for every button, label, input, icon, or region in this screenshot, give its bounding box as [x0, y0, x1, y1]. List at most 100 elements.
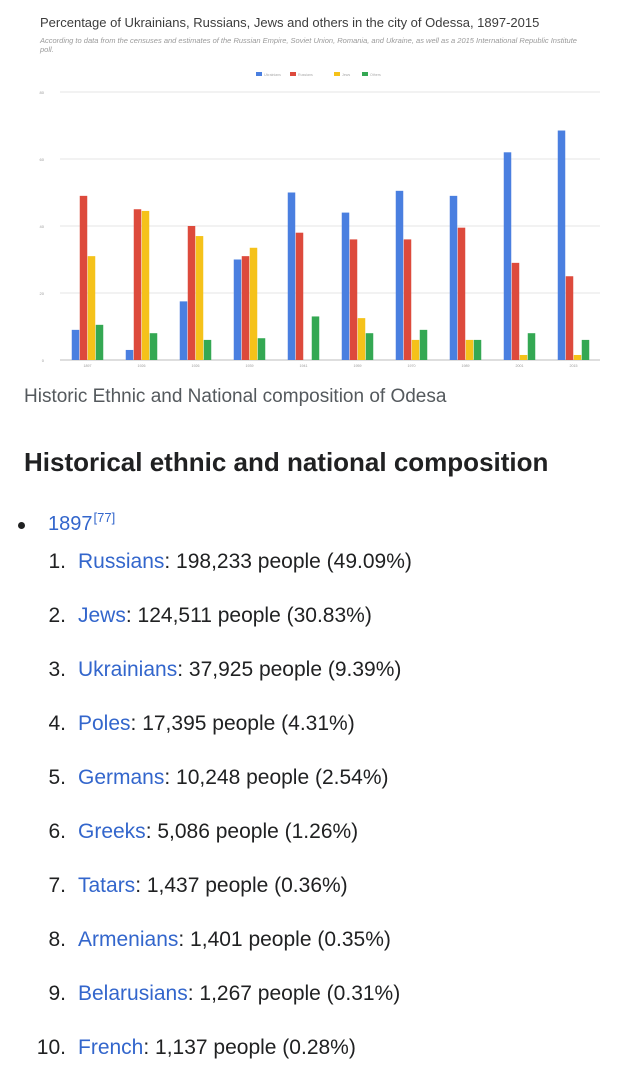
- bullet-dot-icon: [18, 522, 25, 529]
- bar: [87, 256, 96, 360]
- ethnic-group-link[interactable]: Tatars: [78, 874, 136, 897]
- ethnic-group-link[interactable]: Germans: [78, 766, 165, 789]
- bar: [457, 227, 466, 360]
- ethnic-group-link[interactable]: French: [78, 1036, 144, 1059]
- bar: [203, 339, 212, 360]
- population-detail: : 1,267 people (0.31%): [187, 982, 401, 1005]
- chart-figure[interactable]: Percentage of Ukrainians, Russians, Jews…: [0, 0, 640, 378]
- list-item-number: 8.: [48, 928, 66, 951]
- bar: [403, 239, 412, 360]
- ethnic-group-link[interactable]: Jews: [78, 604, 126, 627]
- bar: [195, 236, 204, 360]
- bar: [141, 210, 150, 360]
- bar: [187, 226, 196, 360]
- composition-list: 1. Russians: 198,233 people (49.09%) 2. Jew…: [0, 540, 640, 1080]
- bar-chart: 0 20 40 60 80 Ukrainians Russians Jews Others 189…: [40, 72, 600, 368]
- bar: [95, 324, 104, 360]
- list-item-number: 3.: [48, 658, 66, 681]
- list-item-number: 9.: [48, 982, 66, 1005]
- legend-label: Jews: [342, 73, 350, 77]
- ethnic-group-link[interactable]: Poles: [78, 712, 131, 735]
- y-tick-label: 0: [42, 358, 45, 363]
- section-heading: Historical ethnic and national compositi…: [24, 447, 549, 477]
- x-tick-label: 1989: [462, 364, 470, 368]
- list-item: 10. French: 1,137 people (0.28%): [0, 1026, 640, 1080]
- list-item-number: 4.: [48, 712, 66, 735]
- list-item: 1. Russians: 198,233 people (49.09%): [0, 540, 640, 594]
- bar: [357, 318, 366, 360]
- ethnic-group-link[interactable]: Russians: [78, 550, 165, 573]
- y-tick-label: 60: [40, 157, 45, 162]
- bar: [565, 276, 574, 360]
- bar: [125, 349, 134, 360]
- bar: [519, 354, 528, 360]
- year-link-text[interactable]: 1897: [48, 513, 93, 535]
- x-tick-label: 1926: [192, 364, 200, 368]
- bar: [311, 316, 320, 360]
- bar: [511, 262, 520, 360]
- legend-swatch: [362, 72, 368, 76]
- legend-label: Others: [370, 73, 381, 77]
- bar: [473, 339, 482, 360]
- population-detail: : 198,233 people (49.09%): [164, 550, 412, 573]
- y-tick-label: 40: [40, 224, 45, 229]
- bar: [79, 195, 88, 360]
- list-item-number: 10.: [36, 1036, 66, 1059]
- bar: [149, 333, 158, 360]
- population-detail: : 17,395 people (4.31%): [130, 712, 355, 735]
- x-tick-label: 1941: [300, 364, 308, 368]
- population-detail: : 5,086 people (1.26%): [145, 820, 359, 843]
- list-item: 7. Tatars: 1,437 people (0.36%): [0, 864, 640, 918]
- legend-swatch: [334, 72, 340, 76]
- bar: [465, 339, 474, 360]
- population-detail: : 124,511 people (30.83%): [125, 604, 372, 627]
- legend-swatch: [290, 72, 296, 76]
- chart-subtitle: According to data from the censuses and …: [40, 36, 577, 54]
- list-item: 4. Poles: 17,395 people (4.31%): [0, 702, 640, 756]
- bar: [449, 195, 458, 360]
- ethnic-group-link[interactable]: Belarusians: [78, 982, 188, 1005]
- list-item: 3. Ukrainians: 37,925 people (9.39%): [0, 648, 640, 702]
- bar: [365, 333, 374, 360]
- bar: [249, 247, 258, 360]
- bar: [419, 329, 428, 360]
- list-item: 5. Germans: 10,248 people (2.54%): [0, 756, 640, 810]
- list-item-number: 5.: [48, 766, 66, 789]
- list-item: 6. Greeks: 5,086 people (1.26%): [0, 810, 640, 864]
- bar: [179, 301, 188, 360]
- bar: [287, 192, 296, 360]
- x-tick-label: 1926: [138, 364, 146, 368]
- x-tick-label: 1970: [408, 364, 416, 368]
- bar: [71, 329, 80, 360]
- bar: [349, 239, 358, 360]
- bar: [341, 212, 350, 360]
- population-detail: : 10,248 people (2.54%): [164, 766, 389, 789]
- list-item: 8. Armenians: 1,401 people (0.35%): [0, 918, 640, 972]
- population-detail: : 1,437 people (0.36%): [135, 874, 348, 897]
- ethnic-group-link[interactable]: Armenians: [78, 928, 179, 951]
- list-item: 9. Belarusians: 1,267 people (0.31%): [0, 972, 640, 1026]
- figure-caption: Historic Ethnic and National composition…: [24, 386, 447, 407]
- bar: [581, 339, 590, 360]
- bar: [241, 256, 250, 360]
- ethnic-group-link[interactable]: Greeks: [78, 820, 146, 843]
- bar: [503, 152, 512, 360]
- list-item: 2. Jews: 124,511 people (30.83%): [0, 594, 640, 648]
- bar: [573, 354, 582, 360]
- reference-link[interactable]: [77]: [93, 510, 116, 525]
- chart-title: Percentage of Ukrainians, Russians, Jews…: [40, 15, 540, 30]
- year-link[interactable]: 1897[77]: [48, 510, 115, 536]
- bar: [527, 333, 536, 360]
- x-tick-label: 1959: [354, 364, 362, 368]
- population-detail: : 37,925 people (9.39%): [177, 658, 402, 681]
- legend-swatch: [256, 72, 262, 76]
- population-detail: : 1,401 people (0.35%): [178, 928, 391, 951]
- x-tick-label: 2001: [516, 364, 524, 368]
- x-tick-label: 1939: [246, 364, 254, 368]
- ethnic-group-link[interactable]: Ukrainians: [78, 658, 178, 681]
- population-detail: : 1,137 people (0.28%): [143, 1036, 356, 1059]
- list-item-number: 2.: [48, 604, 66, 627]
- y-tick-label: 80: [40, 90, 45, 95]
- bar: [233, 259, 242, 360]
- list-item-number: 6.: [48, 820, 66, 843]
